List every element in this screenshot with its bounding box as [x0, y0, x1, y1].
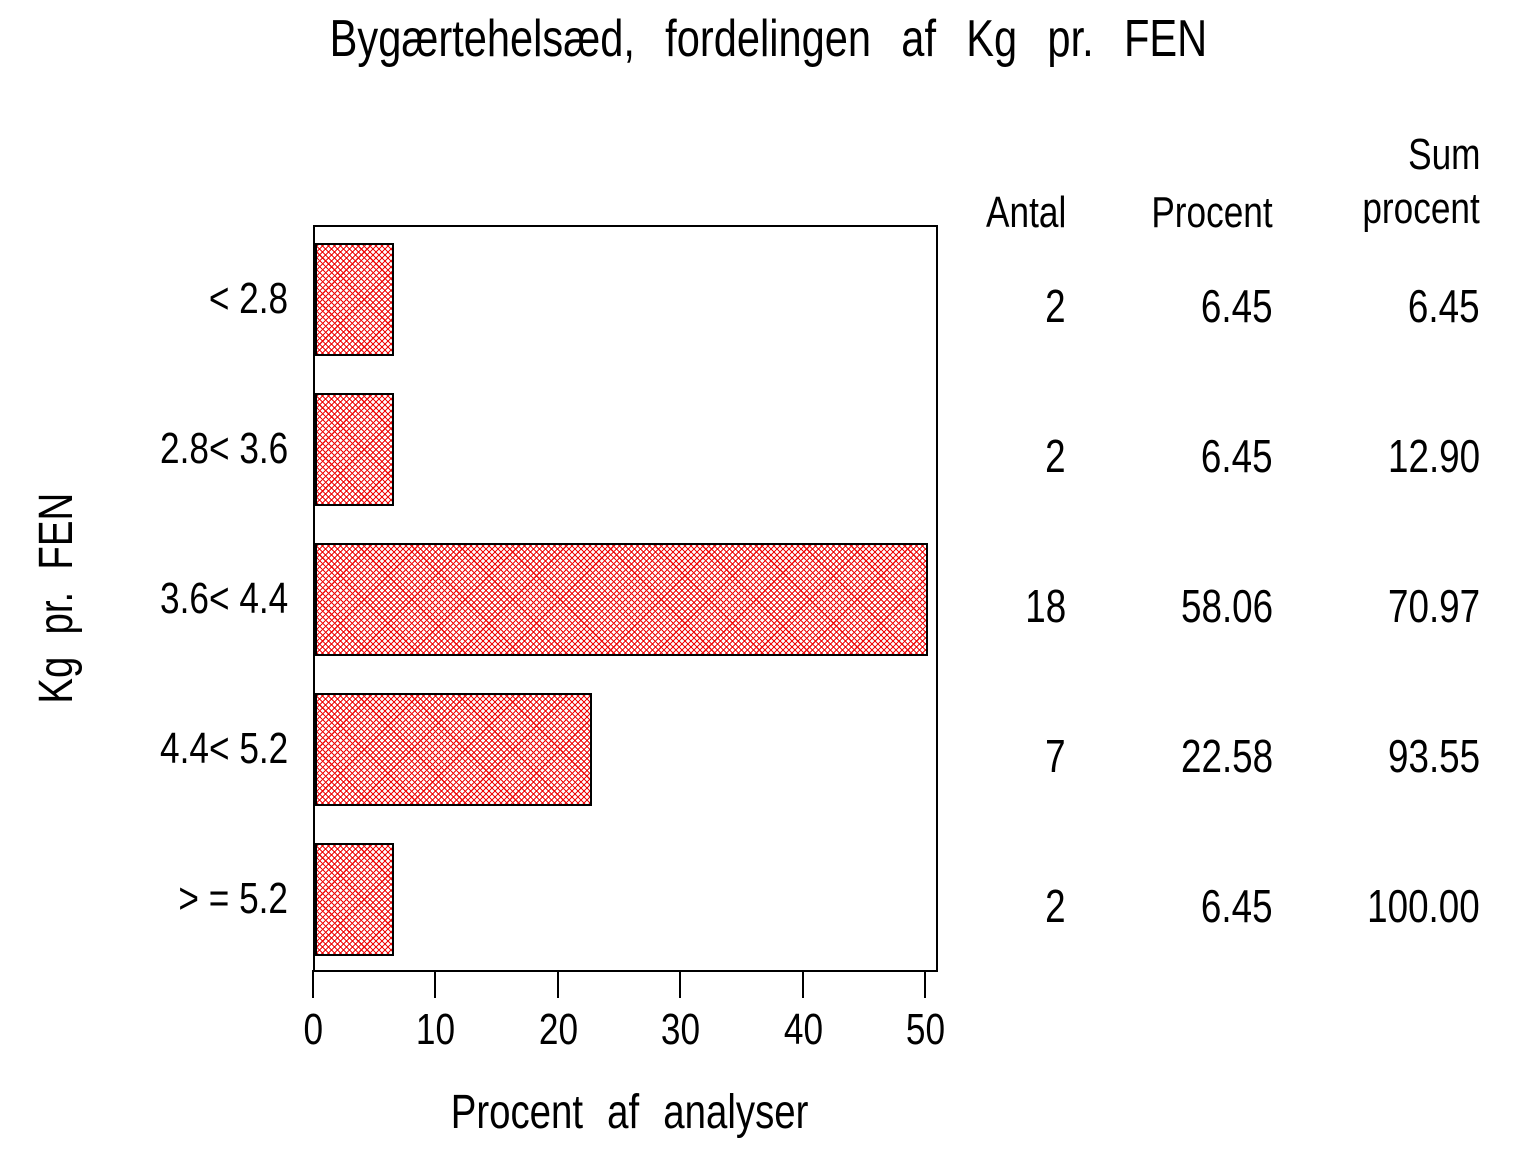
bar-3.6-4.4	[315, 543, 928, 656]
x-tick-label-40: 40	[783, 1005, 823, 1054]
x-tick-label-30: 30	[660, 1005, 700, 1054]
x-axis-title: Procent af analyser	[330, 1086, 930, 1140]
cell-antal-2: 18	[1025, 580, 1066, 632]
cell-sum-1: 12.90	[1387, 430, 1480, 482]
y-tick-label-4.4-5.2: 4.4< 5.2	[159, 724, 288, 773]
x-tick-30	[679, 970, 681, 998]
table-header-sum-procent: Sum procent	[1362, 130, 1480, 233]
table-header-antal: Antal	[985, 188, 1066, 237]
bar-4.4-5.2	[315, 693, 592, 806]
y-tick-label-2.8-3.6: 2.8< 3.6	[159, 424, 288, 473]
cell-sum-2: 70.97	[1387, 580, 1480, 632]
cell-sum-3: 93.55	[1387, 730, 1480, 782]
table-header-procent: Procent	[1151, 188, 1273, 237]
x-axis-title-text: Procent af analyser	[451, 1086, 809, 1139]
cell-procent-0: 6.45	[1201, 280, 1273, 332]
bar-lt-2.8	[315, 243, 394, 356]
x-tick-20	[557, 970, 559, 998]
cell-procent-3: 22.58	[1180, 730, 1273, 782]
cell-sum-0: 6.45	[1408, 280, 1480, 332]
y-tick-label-3.6-4.4: 3.6< 4.4	[159, 574, 288, 623]
bar-gte-5.2	[315, 843, 394, 956]
cell-antal-3: 7	[1045, 730, 1066, 782]
x-tick-0	[312, 970, 314, 998]
x-tick-label-20: 20	[538, 1005, 578, 1054]
chart-title-text: Bygærtehelsæd, fordelingen af Kg pr. FEN	[329, 10, 1207, 68]
plot-area	[313, 225, 938, 972]
cell-antal-1: 2	[1045, 430, 1066, 482]
chart-title: Bygærtehelsæd, fordelingen af Kg pr. FEN	[0, 10, 1536, 68]
bar-2.8-3.6	[315, 393, 394, 506]
y-tick-label-gte-5.2: > = 5.2	[178, 874, 288, 923]
cell-antal-0: 2	[1045, 280, 1066, 332]
x-tick-label-50: 50	[905, 1005, 945, 1054]
cell-procent-4: 6.45	[1201, 880, 1273, 932]
x-tick-50	[924, 970, 926, 998]
y-tick-label-lt-2.8: < 2.8	[208, 274, 288, 323]
x-tick-40	[802, 970, 804, 998]
cell-procent-2: 58.06	[1180, 580, 1273, 632]
cell-antal-4: 2	[1045, 880, 1066, 932]
x-tick-label-0: 0	[303, 1005, 323, 1054]
x-tick-label-10: 10	[415, 1005, 455, 1054]
cell-sum-4: 100.00	[1367, 880, 1480, 932]
x-tick-10	[434, 970, 436, 998]
cell-procent-1: 6.45	[1201, 430, 1273, 482]
